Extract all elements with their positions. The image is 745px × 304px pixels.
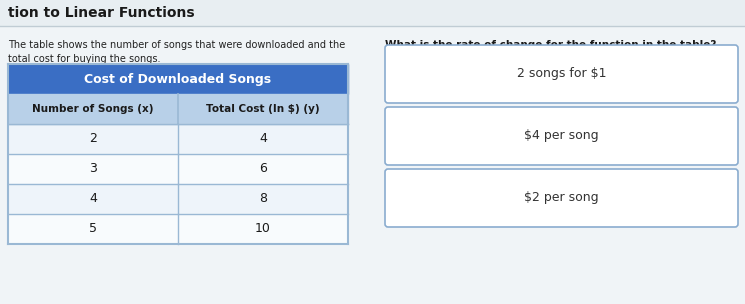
Text: $2 per song: $2 per song [524,192,599,205]
Bar [8,214,348,244]
Text: 4: 4 [89,192,97,206]
Text: 4: 4 [259,133,267,146]
Text: 2 songs for $1: 2 songs for $1 [517,67,606,81]
Text: 5: 5 [89,223,97,236]
Text: The table shows the number of songs that were downloaded and the: The table shows the number of songs that… [8,40,345,50]
Text: Cost of Downloaded Songs: Cost of Downloaded Songs [84,72,272,85]
Text: 10: 10 [255,223,271,236]
FancyBboxPatch shape [385,107,738,165]
Bar [8,184,348,214]
Text: 8: 8 [259,192,267,206]
FancyBboxPatch shape [385,169,738,227]
Text: tion to Linear Functions: tion to Linear Functions [8,6,194,20]
Text: 6: 6 [259,163,267,175]
Text: $4 per song: $4 per song [524,130,599,143]
Text: Number of Songs (x): Number of Songs (x) [32,104,153,114]
Text: 2: 2 [89,133,97,146]
FancyBboxPatch shape [385,45,738,103]
Text: What is the rate of change for the function in the table?: What is the rate of change for the funct… [385,40,717,50]
Text: total cost for buying the songs.: total cost for buying the songs. [8,54,160,64]
Text: Total Cost (In $) (y): Total Cost (In $) (y) [206,104,320,114]
Bar [8,64,348,94]
Bar [8,154,348,184]
Bar [8,94,348,124]
Bar [0,0,745,26]
Text: 3: 3 [89,163,97,175]
Bar [8,124,348,154]
